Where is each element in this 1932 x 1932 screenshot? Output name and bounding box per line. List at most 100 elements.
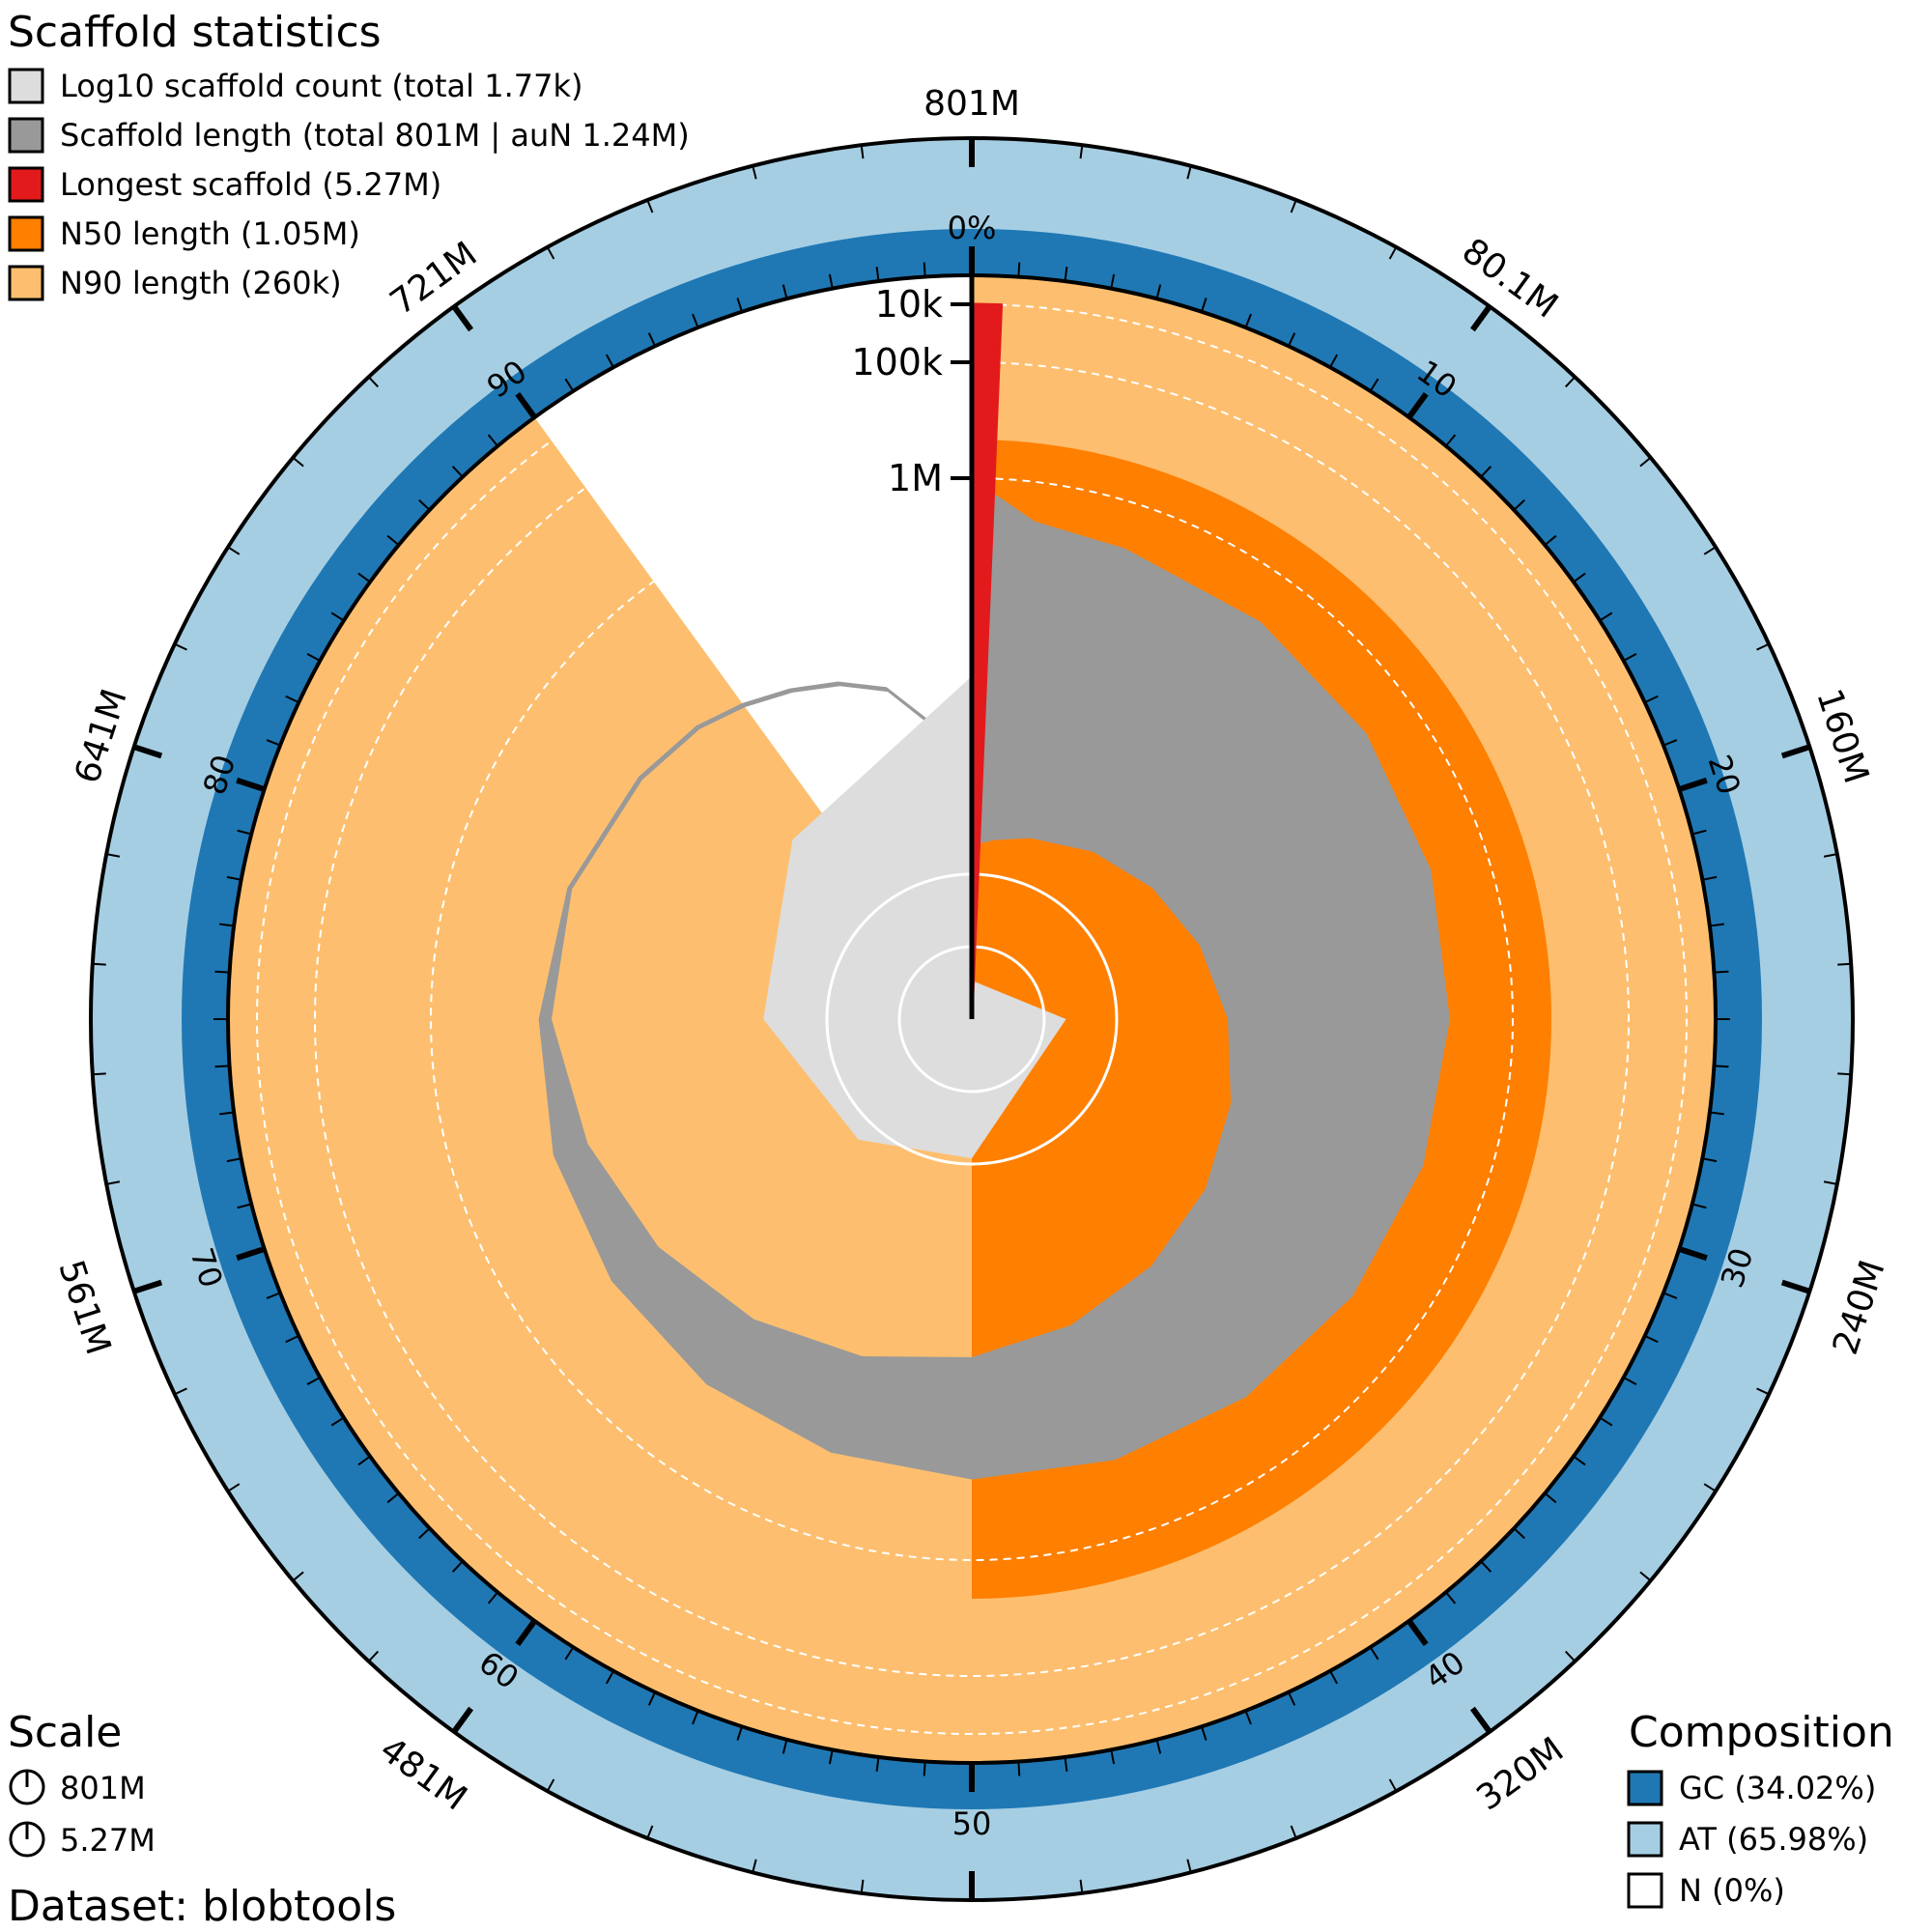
percent-minor-tick bbox=[647, 332, 657, 347]
percent-major-tick bbox=[1406, 1619, 1429, 1646]
percent-minor-tick bbox=[1017, 1761, 1021, 1776]
percent-minor-tick bbox=[386, 534, 400, 546]
at-ring bbox=[91, 138, 1853, 1900]
length-minor-tick bbox=[367, 376, 380, 388]
percent-major-tick bbox=[236, 1246, 266, 1262]
percent-minor-tick bbox=[1544, 1492, 1557, 1504]
percent-minor-tick bbox=[1662, 739, 1678, 747]
length-minor-tick bbox=[1564, 1650, 1577, 1662]
percent-minor-tick bbox=[923, 1761, 926, 1776]
legend-label-longest: Longest scaffold (5.27M) bbox=[60, 166, 441, 203]
length-minor-tick bbox=[1186, 165, 1192, 180]
length-minor-tick bbox=[105, 853, 121, 858]
percent-minor-tick bbox=[1573, 572, 1586, 583]
length-gridline bbox=[256, 303, 1688, 1735]
scale-label-total: 801M bbox=[60, 1770, 146, 1806]
percent-minor-tick bbox=[418, 498, 431, 511]
length-minor-tick bbox=[752, 165, 757, 180]
longest-scaffold-wedge bbox=[970, 302, 1004, 1020]
percent-minor-tick bbox=[1644, 695, 1659, 704]
legend-title: Scaffold statistics bbox=[8, 8, 382, 57]
percent-minor-tick bbox=[1200, 298, 1208, 312]
percent-minor-tick bbox=[1369, 378, 1379, 392]
length-minor-tick bbox=[174, 1387, 187, 1396]
outer-tick-label: 481M bbox=[373, 1730, 474, 1819]
length-minor-tick bbox=[1388, 1778, 1398, 1792]
percent-minor-tick bbox=[1573, 1455, 1586, 1466]
percent-minor-tick bbox=[736, 298, 744, 312]
length-minor-tick bbox=[227, 546, 241, 555]
percent-minor-tick bbox=[1445, 1591, 1457, 1605]
percent-minor-tick bbox=[226, 875, 242, 881]
percent-minor-tick bbox=[330, 1416, 345, 1427]
length-minor-tick bbox=[1639, 456, 1652, 468]
percent-minor-tick bbox=[306, 652, 321, 662]
scaffold-length-area bbox=[538, 478, 1450, 1480]
percent-major-tick bbox=[515, 1619, 537, 1646]
length-major-tick bbox=[1780, 1279, 1811, 1294]
legend-swatch-gc bbox=[1627, 1770, 1663, 1806]
legend-label-gc: GC (34.02%) bbox=[1679, 1770, 1876, 1806]
percent-minor-tick bbox=[605, 1670, 614, 1685]
percent-minor-tick bbox=[306, 1377, 321, 1386]
length-minor-tick bbox=[92, 962, 106, 966]
percent-minor-tick bbox=[781, 1739, 788, 1754]
percent-minor-tick bbox=[237, 829, 252, 836]
legend-swatch-count bbox=[8, 68, 44, 104]
outer-tick-label: 801M bbox=[923, 84, 1020, 124]
percent-minor-tick bbox=[1714, 970, 1729, 974]
percent-minor-tick bbox=[285, 695, 299, 704]
percent-minor-tick bbox=[1691, 829, 1707, 836]
percent-minor-tick bbox=[828, 273, 834, 289]
length-minor-tick bbox=[1564, 376, 1577, 388]
radial-tick-label: 10k bbox=[875, 283, 943, 326]
length-major-tick bbox=[1469, 1706, 1492, 1734]
percent-minor-tick bbox=[564, 378, 575, 392]
outer-tick-label: 320M bbox=[1469, 1730, 1571, 1819]
percent-major-tick bbox=[1406, 392, 1429, 419]
length-major-tick bbox=[451, 304, 474, 332]
percent-minor-tick bbox=[386, 1492, 400, 1504]
percent-minor-tick bbox=[605, 354, 614, 368]
percent-minor-tick bbox=[357, 1455, 371, 1466]
length-minor-tick bbox=[752, 1859, 757, 1873]
legend-label-at: AT (65.98%) bbox=[1679, 1821, 1868, 1858]
percent-minor-tick bbox=[1369, 1646, 1379, 1661]
composition-title: Composition bbox=[1629, 1708, 1894, 1757]
percent-minor-tick bbox=[219, 1111, 235, 1116]
percent-major-tick bbox=[515, 392, 537, 419]
percent-minor-tick bbox=[451, 1560, 464, 1573]
percent-minor-tick bbox=[1445, 434, 1457, 447]
percent-minor-tick bbox=[451, 466, 464, 478]
percent-minor-tick bbox=[214, 970, 230, 974]
percent-minor-tick bbox=[1244, 313, 1252, 328]
percent-tick-label: 0% bbox=[948, 210, 997, 246]
length-minor-tick bbox=[646, 199, 654, 213]
percent-minor-tick bbox=[226, 1157, 242, 1163]
percent-minor-tick bbox=[875, 1756, 880, 1772]
legend-swatch-length bbox=[8, 117, 44, 154]
length-minor-tick bbox=[1756, 1387, 1770, 1396]
length-minor-tick bbox=[1186, 1859, 1192, 1873]
percent-minor-tick bbox=[781, 284, 788, 299]
percent-minor-tick bbox=[1623, 652, 1637, 662]
length-major-tick bbox=[132, 1279, 163, 1294]
percent-minor-tick bbox=[357, 572, 371, 583]
percent-minor-tick bbox=[214, 1065, 230, 1068]
scale-label-longest: 5.27M bbox=[60, 1822, 156, 1859]
percent-minor-tick bbox=[1709, 1111, 1724, 1116]
percent-minor-tick bbox=[1480, 1560, 1492, 1573]
percent-minor-tick bbox=[1702, 875, 1718, 881]
scaffold-count-area bbox=[763, 676, 1066, 1159]
percent-minor-tick bbox=[647, 1691, 657, 1706]
legend-composition: Composition GC (34.02%) AT (65.98%) N (0… bbox=[1627, 1708, 1894, 1909]
percent-minor-tick bbox=[1513, 498, 1525, 511]
dataset-label: Dataset: blobtools bbox=[8, 1882, 396, 1931]
legend-swatch-n90 bbox=[8, 265, 44, 301]
plot-area bbox=[89, 136, 1855, 1902]
length-minor-tick bbox=[1837, 1072, 1852, 1076]
legend-swatch-n50 bbox=[8, 215, 44, 252]
percent-minor-tick bbox=[564, 1646, 575, 1661]
percent-minor-tick bbox=[1110, 273, 1116, 289]
